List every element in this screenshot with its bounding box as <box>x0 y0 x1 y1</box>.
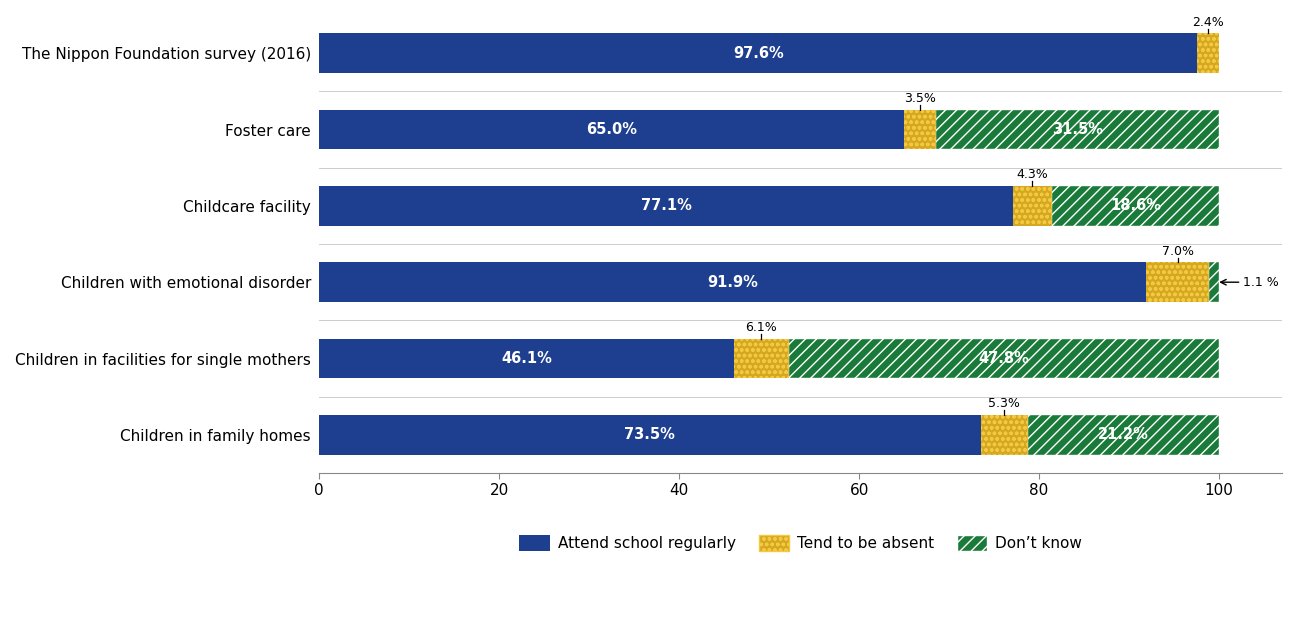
Text: 18.6%: 18.6% <box>1110 198 1161 213</box>
Text: 3.5%: 3.5% <box>904 92 935 105</box>
Text: 91.9%: 91.9% <box>707 275 759 290</box>
Bar <box>1029 415 1219 455</box>
Bar <box>1209 262 1219 302</box>
Bar <box>904 109 935 149</box>
Text: 47.8%: 47.8% <box>978 351 1030 366</box>
Bar <box>935 109 1219 149</box>
Bar <box>789 339 1219 379</box>
Text: 7.0%: 7.0% <box>1162 245 1193 258</box>
Bar <box>1013 186 1052 225</box>
Text: 4.3%: 4.3% <box>1017 169 1048 182</box>
Bar <box>1197 33 1219 73</box>
Bar <box>319 339 734 379</box>
Bar <box>981 415 1029 455</box>
Bar <box>1013 186 1052 225</box>
Text: 97.6%: 97.6% <box>733 46 783 61</box>
Bar <box>1147 262 1209 302</box>
Text: 31.5%: 31.5% <box>1052 122 1102 137</box>
Bar <box>734 339 789 379</box>
Legend: Attend school regularly, Tend to be absent, Don’t know: Attend school regularly, Tend to be abse… <box>514 529 1088 557</box>
Bar <box>734 339 789 379</box>
Bar <box>319 109 904 149</box>
Text: 65.0%: 65.0% <box>586 122 637 137</box>
Text: 46.1%: 46.1% <box>501 351 553 366</box>
Bar <box>981 415 1029 455</box>
Bar <box>904 109 935 149</box>
Text: 6.1%: 6.1% <box>746 321 777 334</box>
Text: 77.1%: 77.1% <box>641 198 691 213</box>
Bar <box>1052 186 1219 225</box>
Text: 2.4%: 2.4% <box>1192 15 1224 29</box>
Bar <box>319 186 1013 225</box>
Text: 73.5%: 73.5% <box>624 428 676 442</box>
Bar <box>319 33 1197 73</box>
Bar <box>319 415 981 455</box>
Text: 1.1 %: 1.1 % <box>1244 276 1279 289</box>
Text: 5.3%: 5.3% <box>988 397 1021 410</box>
Text: 21.2%: 21.2% <box>1099 428 1149 442</box>
Bar <box>1147 262 1209 302</box>
Bar <box>1197 33 1219 73</box>
Bar <box>319 262 1147 302</box>
